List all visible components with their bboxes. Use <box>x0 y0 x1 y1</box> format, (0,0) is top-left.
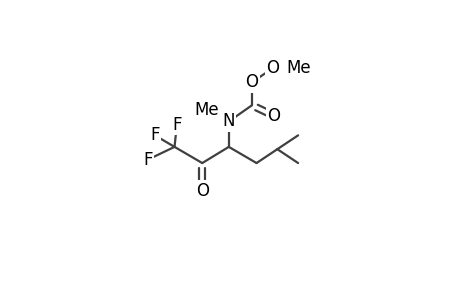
Text: F: F <box>143 151 152 169</box>
Text: F: F <box>172 116 181 134</box>
Text: O: O <box>245 73 258 91</box>
Text: N: N <box>222 112 235 130</box>
Text: O: O <box>266 59 279 77</box>
Text: Me: Me <box>286 59 311 77</box>
Text: O: O <box>267 107 280 125</box>
Text: Me: Me <box>194 101 218 119</box>
Text: F: F <box>150 126 159 144</box>
Text: O: O <box>196 182 208 200</box>
